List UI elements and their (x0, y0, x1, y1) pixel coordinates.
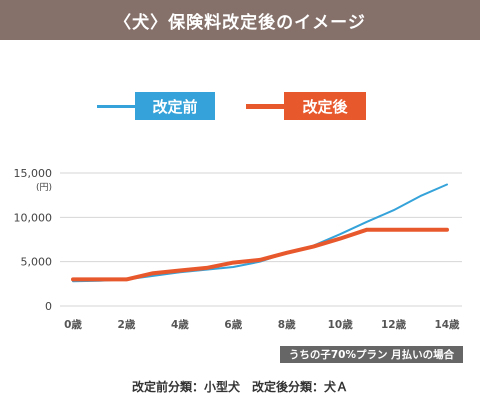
legend-line-after (246, 104, 286, 109)
series-line-after (71, 227, 449, 282)
x-tick-label: 12歳 (381, 318, 407, 331)
legend-label-after: 改定後 (284, 92, 366, 120)
y-tick-label: 15,000 (14, 167, 53, 180)
legend-line-before (97, 105, 137, 108)
y-tick-label: 5,000 (21, 256, 53, 269)
y-unit-label: (円) (36, 182, 52, 193)
x-tick-label: 6歳 (224, 318, 242, 331)
series-line-before (72, 183, 448, 283)
page-title: 〈犬〉保険料改定後のイメージ (114, 12, 366, 33)
x-tick-label: 10歳 (328, 318, 354, 331)
y-tick-label: 0 (45, 300, 52, 313)
line-chart: 0 5,000 10,000 15,000 (円) 0歳 2歳 4歳 6歳 8歳 10歳 12歳 14歳 (14, 167, 462, 331)
legend-label-before: 改定前 (135, 92, 215, 120)
classification-footer: 改定前分類：小型犬 改定後分類：犬Ａ (131, 380, 348, 394)
x-tick-label: 8歳 (278, 318, 296, 331)
y-tick-label: 10,000 (14, 211, 53, 224)
chart-title-bar: 〈犬〉保険料改定後のイメージ (0, 0, 480, 40)
x-tick-label: 2歳 (118, 318, 136, 331)
plan-note: うちの子70%プラン 月払いの場合 (280, 346, 463, 363)
x-tick-label: 0歳 (64, 318, 82, 331)
x-tick-label: 14歳 (434, 318, 460, 331)
x-tick-label: 4歳 (171, 318, 189, 331)
legend: 改定前 改定後 (0, 92, 480, 120)
